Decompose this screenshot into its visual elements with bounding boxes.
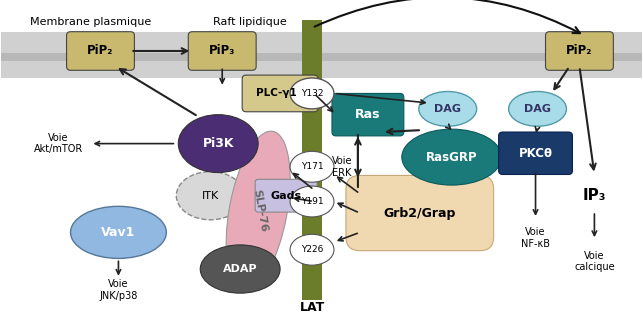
Text: RasGRP: RasGRP	[426, 151, 478, 164]
Ellipse shape	[226, 131, 290, 291]
Text: Y132: Y132	[301, 89, 323, 98]
Ellipse shape	[71, 206, 167, 258]
Ellipse shape	[509, 92, 566, 126]
Text: Y191: Y191	[301, 197, 323, 206]
Text: DAG: DAG	[524, 104, 551, 114]
Ellipse shape	[290, 151, 334, 182]
Text: Vav1: Vav1	[101, 226, 136, 239]
Text: Voie
Akt/mTOR: Voie Akt/mTOR	[34, 133, 83, 154]
Text: Voie
calcique: Voie calcique	[574, 250, 615, 272]
Text: PiP₂: PiP₂	[87, 44, 114, 57]
Text: Raft lipidique: Raft lipidique	[213, 17, 287, 27]
Text: ITK: ITK	[202, 191, 219, 201]
Ellipse shape	[176, 171, 244, 220]
Ellipse shape	[290, 78, 334, 109]
Bar	[1, 61, 642, 78]
FancyBboxPatch shape	[242, 75, 318, 112]
Ellipse shape	[200, 245, 280, 293]
Text: Y226: Y226	[301, 245, 323, 254]
Text: IP₃: IP₃	[583, 188, 606, 203]
Text: ADAP: ADAP	[223, 264, 257, 274]
FancyBboxPatch shape	[332, 94, 404, 136]
FancyBboxPatch shape	[255, 179, 317, 212]
Ellipse shape	[178, 115, 258, 172]
Text: Y171: Y171	[301, 162, 323, 171]
Text: PiP₂: PiP₂	[566, 44, 593, 57]
Text: DAG: DAG	[434, 104, 461, 114]
Ellipse shape	[290, 234, 334, 265]
Text: Voie
JNK/p38: Voie JNK/p38	[99, 280, 138, 301]
Text: Pi3K: Pi3K	[203, 137, 234, 150]
FancyBboxPatch shape	[67, 32, 134, 70]
Ellipse shape	[419, 92, 476, 126]
Bar	[302, 20, 322, 300]
Ellipse shape	[290, 186, 334, 217]
Text: PiP₃: PiP₃	[209, 44, 235, 57]
Text: Grb2/Grap: Grb2/Grap	[384, 207, 456, 220]
Text: Gads: Gads	[271, 191, 302, 201]
Text: Voie
ERK: Voie ERK	[332, 156, 352, 178]
Text: LAT: LAT	[300, 301, 325, 314]
Ellipse shape	[402, 129, 502, 185]
Text: PLC-γ1: PLC-γ1	[256, 88, 296, 99]
FancyBboxPatch shape	[498, 132, 572, 174]
Text: Voie
NF-κB: Voie NF-κB	[521, 227, 550, 249]
Bar	[1, 53, 642, 61]
Text: Membrane plasmique: Membrane plasmique	[30, 17, 151, 27]
Bar	[1, 32, 642, 53]
Text: Ras: Ras	[355, 108, 381, 121]
FancyBboxPatch shape	[188, 32, 256, 70]
FancyBboxPatch shape	[346, 175, 494, 251]
Text: PKCθ: PKCθ	[518, 147, 552, 160]
Text: SLP-76: SLP-76	[251, 189, 269, 233]
FancyBboxPatch shape	[545, 32, 613, 70]
